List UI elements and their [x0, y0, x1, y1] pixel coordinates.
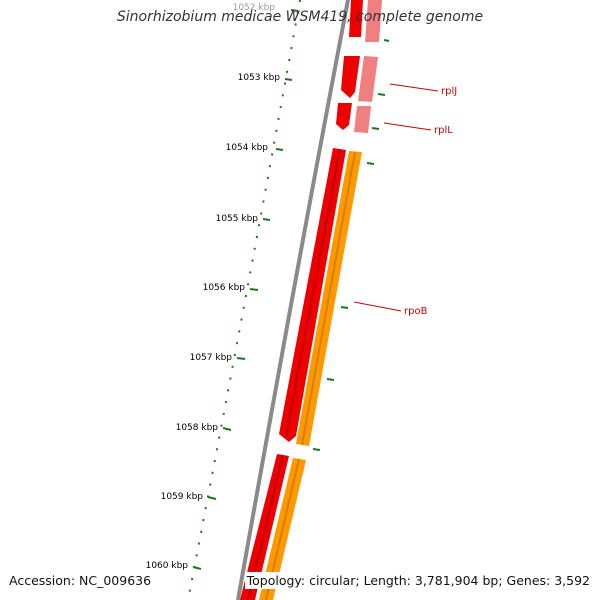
feature-track-ticks: [312, 39, 390, 451]
tick-label-1056: 1056 kbp: [203, 283, 246, 293]
ruler-tick: [192, 566, 202, 570]
ruler-tick: [222, 427, 232, 431]
ruler-tick: [236, 357, 246, 360]
tick-label-1052: 1052 kbp: [233, 3, 276, 13]
gene-label-leaders: [353, 83, 439, 312]
ruler-tick: [275, 148, 284, 151]
gene-label-rplL: rplL: [434, 125, 453, 136]
tick-label-1057: 1057 kbp: [190, 353, 233, 363]
ruler-ticks: [192, 9, 299, 570]
ruler-tick: [284, 78, 293, 81]
tick-label-1055: 1055 kbp: [216, 214, 259, 224]
ruler-tick: [249, 288, 259, 291]
genome-summary: Topology: circular; Length: 3,781,904 bp…: [244, 572, 592, 589]
accession-label: Accession: NC_009636: [7, 572, 154, 589]
gene-rplL[interactable]: [336, 103, 371, 133]
tick-label-1059: 1059 kbp: [161, 492, 204, 502]
genome-backbone: [236, 0, 350, 600]
gene-rplJ[interactable]: [341, 56, 378, 102]
ruler-tick-labels: 1052 kbp 1053 kbp 1054 kbp 1055 kbp 1056…: [146, 3, 281, 571]
map-title: Sinorhizobium medicae WSM419, complete g…: [116, 9, 484, 25]
tick-label-1058: 1058 kbp: [176, 423, 219, 433]
gene-segment-top[interactable]: [349, 0, 382, 42]
gene-rpoB[interactable]: [279, 148, 362, 446]
gene-labels: rplJ rplL rpoB: [404, 86, 457, 317]
tick-label-1060: 1060 kbp: [146, 561, 189, 571]
ruler-tick: [262, 218, 271, 221]
ruler-tick: [290, 9, 299, 12]
tick-label-1053: 1053 kbp: [238, 73, 281, 83]
gene-label-rplJ: rplJ: [441, 86, 457, 97]
gene-label-rpoB: rpoB: [404, 306, 428, 317]
tick-label-1054: 1054 kbp: [226, 143, 269, 153]
ruler-tick: [207, 496, 217, 500]
